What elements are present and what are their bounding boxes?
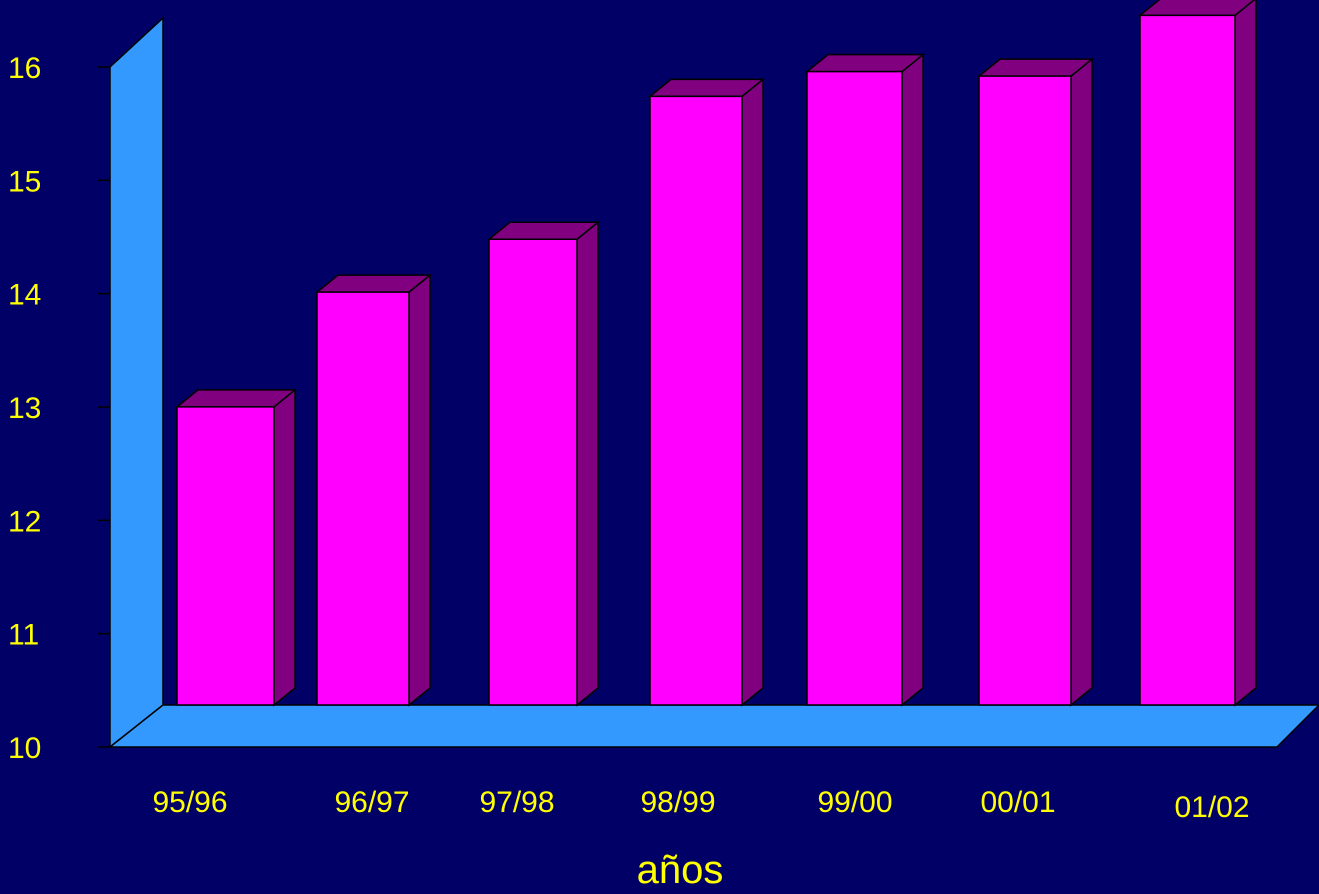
x-tick-label: 97/98: [479, 786, 554, 819]
bar-side: [1070, 57, 1093, 707]
y-tick-label: 16: [8, 52, 41, 85]
bar-front: [1139, 14, 1236, 706]
y-tick-label: 10: [8, 732, 41, 765]
x-axis-tick-labels: 95/96 96/97 97/98 98/99 99/00 00/01 01/02: [152, 786, 1249, 824]
bar: [647, 77, 766, 707]
bar: [1137, 0, 1257, 707]
y-tick-label: 14: [8, 279, 41, 312]
y-tick-label: 11: [8, 619, 39, 652]
bar: [486, 220, 601, 707]
bar-front: [488, 238, 578, 706]
bar-top: [174, 389, 298, 408]
bar-top: [976, 58, 1095, 77]
bar-side: [1234, 0, 1257, 707]
bar: [314, 273, 433, 707]
bar-front: [649, 95, 743, 706]
bar-side: [741, 77, 764, 707]
bar-top: [804, 53, 926, 73]
bar: [174, 388, 298, 707]
bar-front: [978, 75, 1072, 706]
bar-front: [806, 70, 903, 706]
bar-front: [176, 406, 275, 706]
bar-side: [408, 273, 431, 707]
bar-side: [273, 388, 296, 707]
bar-top: [647, 78, 766, 98]
x-tick-label: 98/99: [640, 786, 715, 819]
bars: [174, 0, 1257, 707]
bar-side: [901, 53, 924, 707]
x-axis-title: años: [637, 848, 724, 892]
y-tick-label: 12: [8, 505, 41, 538]
y-tick-label: 13: [8, 392, 41, 425]
floor: [107, 704, 1319, 748]
y-axis-ticks: 10 11 12 13 14 15 16: [8, 52, 110, 765]
bar-top: [314, 274, 433, 293]
x-tick-label: 01/02: [1174, 791, 1249, 824]
bar: [804, 53, 926, 707]
bar-front: [316, 291, 410, 706]
x-tick-label: 96/97: [334, 786, 409, 819]
bar-side: [576, 220, 599, 707]
x-tick-label: 00/01: [980, 786, 1055, 819]
bar: [976, 57, 1095, 707]
back-wall: [109, 16, 164, 749]
y-tick-label: 15: [8, 165, 41, 198]
x-tick-label: 95/96: [152, 786, 227, 819]
x-tick-label: 99/00: [817, 786, 892, 819]
bar-top: [1137, 0, 1256, 17]
